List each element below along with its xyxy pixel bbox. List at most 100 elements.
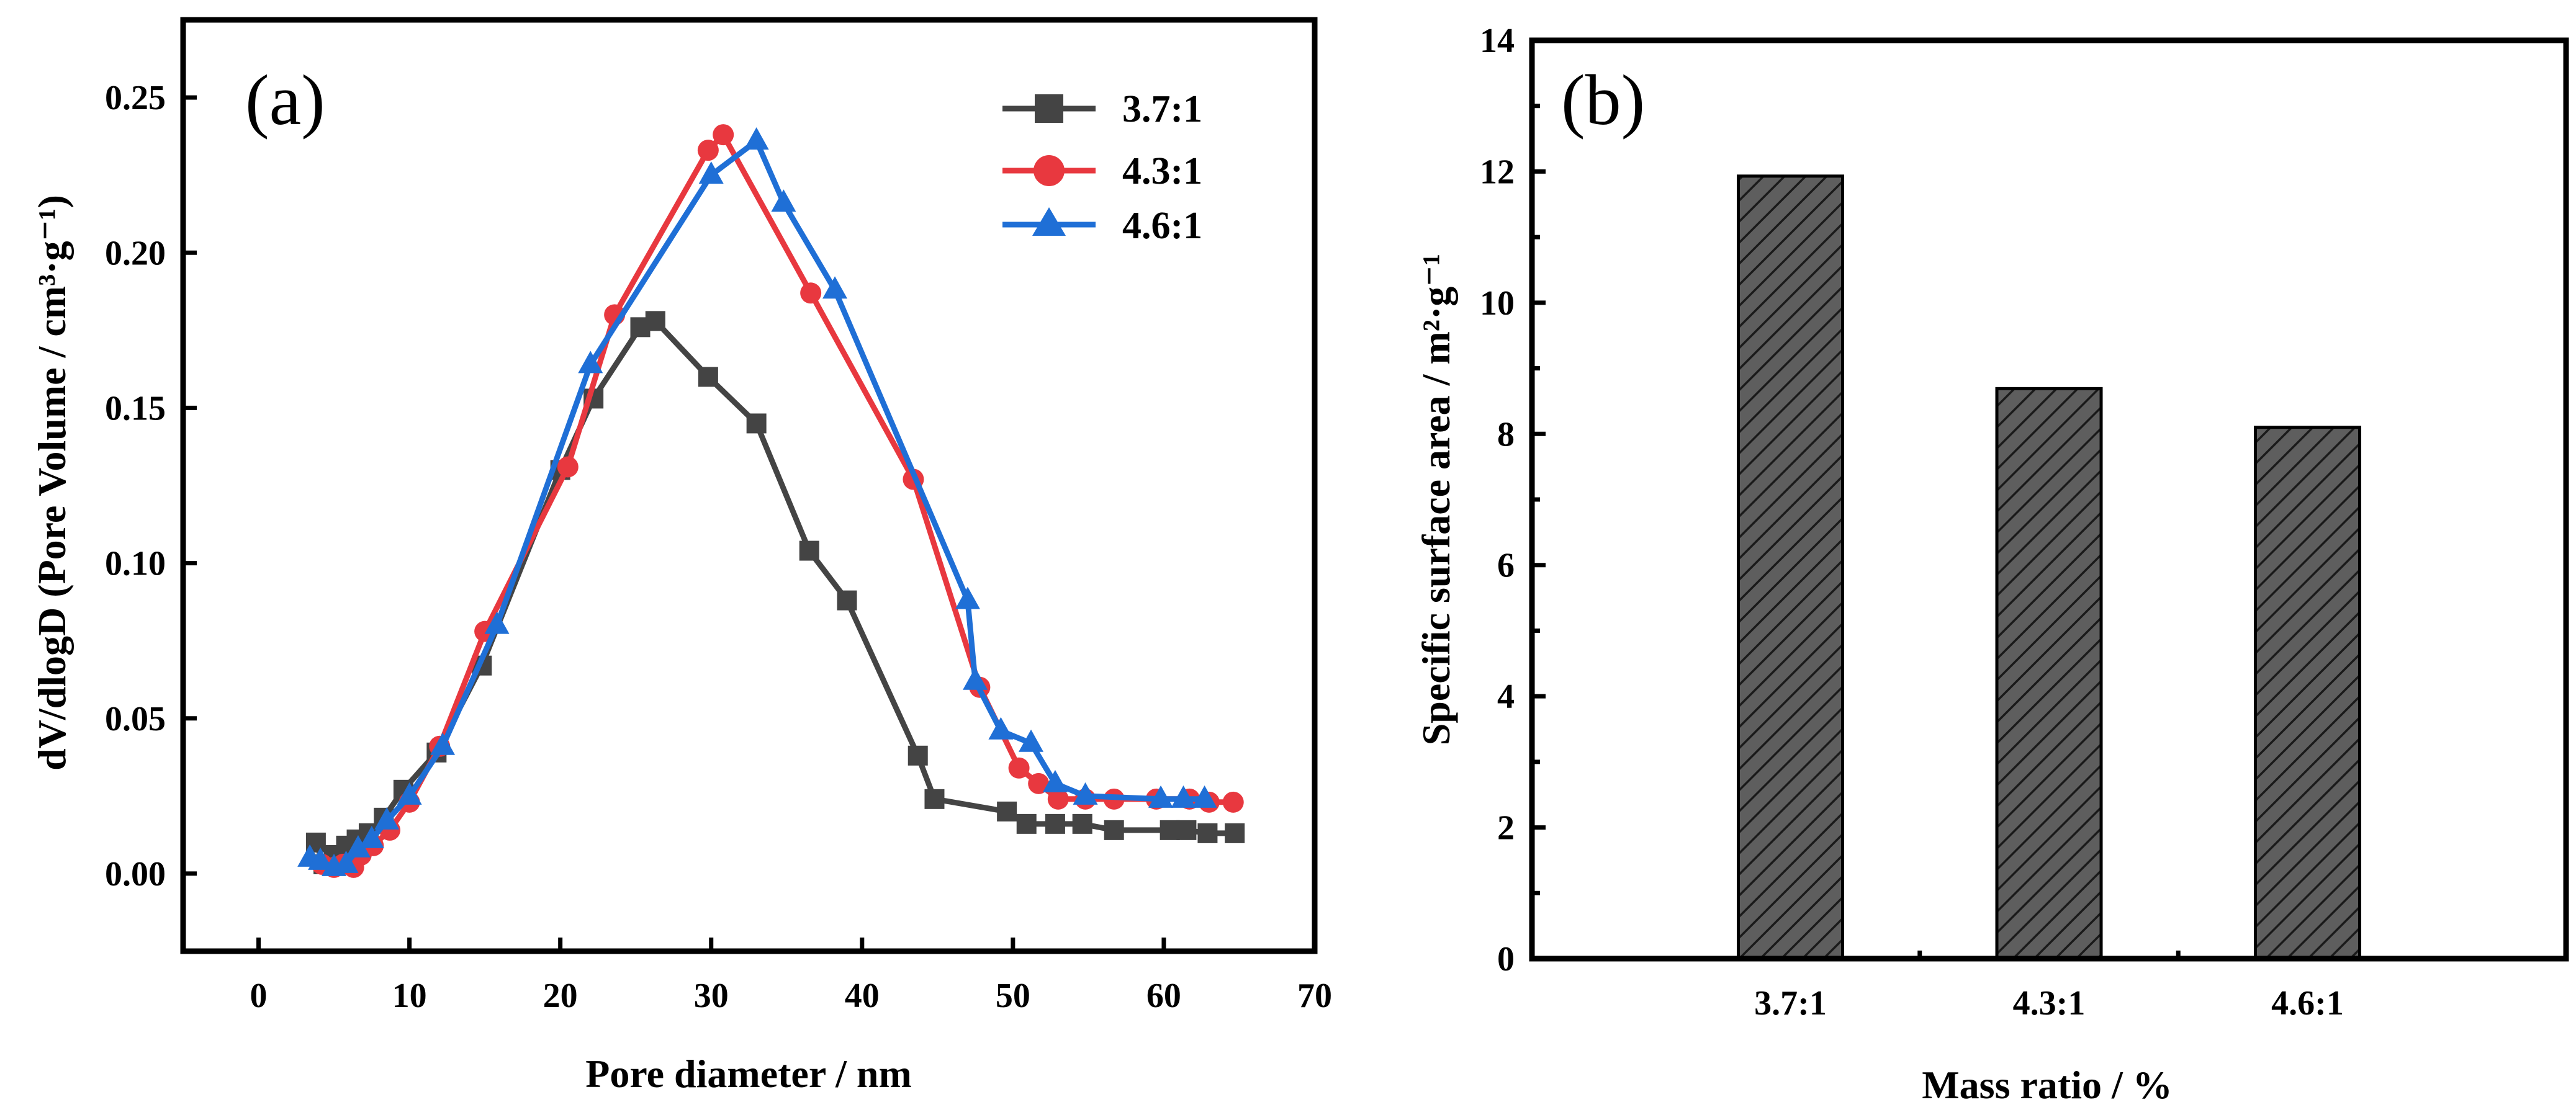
data-point-triangle — [771, 189, 796, 212]
data-point-triangle — [1171, 785, 1196, 808]
panel-b-y-axis-title: Specific surface area / m²·g⁻¹ — [1414, 254, 1458, 746]
data-point-circle — [1047, 788, 1069, 810]
x-tick-label: 0 — [250, 977, 268, 1015]
panel-b-x-axis-title: Mass ratio / % — [1922, 1063, 2173, 1107]
y-tick-label: 8 — [1497, 415, 1515, 454]
panel-a-y-axis-title: dV/dlogD (Pore Volume / cm³·g⁻¹) — [30, 195, 74, 771]
data-point-triangle — [955, 586, 980, 609]
panel-a-x-axis-title: Pore diameter / nm — [585, 1052, 912, 1096]
panel-a-y-axis: 0.00 0.05 0.10 0.15 0.20 0.25 — [105, 79, 197, 893]
y-tick-label: 0.15 — [105, 389, 166, 428]
y-tick-label: 6 — [1497, 547, 1515, 585]
bar — [1737, 174, 1844, 961]
panel-b-bars — [1737, 174, 2361, 961]
data-point-square — [645, 311, 665, 331]
legend-marker-triangle — [1032, 207, 1066, 236]
data-point-triangle — [397, 782, 422, 805]
x-tick-label: 70 — [1297, 977, 1332, 1015]
data-point-square — [1225, 823, 1245, 843]
data-point-square — [746, 413, 767, 434]
panel-b-x-axis: 3.7:1 4.3:1 4.6:1 — [1754, 951, 2344, 1023]
legend-marker-square — [1035, 94, 1063, 123]
data-point-square — [837, 590, 857, 611]
data-point-triangle — [822, 276, 848, 299]
data-point-circle — [1008, 757, 1030, 779]
data-point-triangle — [988, 717, 1014, 740]
data-point-square — [1197, 823, 1218, 843]
data-point-triangle — [359, 825, 384, 848]
data-point-circle — [800, 282, 822, 304]
panel-a-line-chart: (a) 0.00 0.05 0.10 0.15 0.20 0.25 0 10 20 30 40 50… — [30, 17, 1332, 1096]
panel-b-label: (b) — [1561, 61, 1645, 140]
x-tick-label: 60 — [1146, 977, 1181, 1015]
data-point-triangle — [698, 161, 724, 184]
data-point-circle — [713, 124, 734, 146]
bar — [2254, 426, 2361, 961]
data-point-circle — [697, 140, 719, 161]
y-tick-label: 0.10 — [105, 545, 166, 583]
data-point-triangle — [963, 667, 988, 690]
panel-a-frame — [180, 17, 1318, 954]
data-point-square — [1045, 813, 1065, 834]
x-tick-label: 4.6:1 — [2271, 984, 2344, 1023]
data-point-square — [997, 801, 1017, 822]
y-tick-label: 2 — [1497, 809, 1515, 848]
panel-a-legend: 3.7:1 4.3:1 4.6:1 — [1002, 88, 1202, 247]
data-point-triangle — [345, 835, 371, 858]
data-point-triangle — [1192, 785, 1217, 808]
panel-b-bar-chart: (b) 0 2 4 6 8 10 12 14 3.7:1 4.3:1 4.6:1 Mass rat… — [1414, 22, 2569, 1107]
data-point-triangle — [1042, 769, 1068, 792]
data-point-square — [1072, 813, 1092, 834]
data-point-square — [799, 540, 819, 561]
legend-label-4-6: 4.6:1 — [1122, 205, 1202, 247]
y-tick-label: 10 — [1480, 284, 1515, 323]
x-tick-label: 30 — [694, 977, 729, 1015]
data-point-square — [907, 745, 928, 766]
x-tick-label: 20 — [543, 977, 578, 1015]
panel-a-series — [297, 124, 1245, 878]
y-tick-label: 4 — [1497, 678, 1515, 716]
x-tick-label: 50 — [996, 977, 1030, 1015]
panel-b-frame — [1529, 37, 2569, 962]
data-point-circle — [1028, 772, 1050, 794]
y-tick-label: 0.00 — [105, 855, 166, 893]
data-point-circle — [557, 456, 579, 478]
data-point-triangle — [308, 847, 333, 870]
x-tick-label: 10 — [392, 977, 427, 1015]
x-tick-label: 4.3:1 — [2013, 984, 2086, 1023]
data-point-square — [698, 367, 718, 387]
data-point-triangle — [1148, 785, 1174, 808]
series-line-1 — [321, 132, 1233, 871]
panel-b-y-axis: 0 2 4 6 8 10 12 14 — [1480, 22, 1546, 978]
data-point-triangle — [430, 732, 456, 755]
y-tick-label: 0.05 — [105, 700, 166, 738]
data-point-triangle — [333, 850, 359, 873]
data-point-triangle — [484, 611, 510, 634]
data-point-square — [1104, 820, 1124, 840]
y-tick-label: 12 — [1480, 153, 1515, 191]
panel-a-label: (a) — [245, 61, 325, 140]
y-tick-label: 0 — [1497, 940, 1515, 978]
data-point-square — [924, 789, 945, 809]
data-point-square — [1160, 820, 1180, 840]
data-point-square — [1176, 820, 1197, 840]
bar — [1995, 387, 2103, 961]
data-point-triangle — [578, 351, 603, 374]
legend-label-3-7: 3.7:1 — [1122, 88, 1202, 130]
data-point-triangle — [1073, 782, 1098, 805]
y-tick-label: 0.25 — [105, 79, 166, 117]
series-line-0 — [313, 318, 1235, 867]
data-point-square — [1016, 813, 1037, 834]
data-point-triangle — [374, 807, 400, 830]
y-tick-label: 0.20 — [105, 234, 166, 272]
legend-label-4-3: 4.3:1 — [1122, 150, 1202, 192]
x-tick-label: 3.7:1 — [1754, 984, 1827, 1023]
y-tick-label: 14 — [1480, 22, 1515, 60]
data-point-circle — [1222, 791, 1244, 813]
data-point-triangle — [744, 127, 769, 150]
data-point-triangle — [1019, 729, 1044, 752]
x-tick-label: 40 — [845, 977, 880, 1015]
legend-marker-circle — [1034, 155, 1065, 186]
panel-a-x-axis: 0 10 20 30 40 50 60 70 — [250, 938, 1332, 1015]
